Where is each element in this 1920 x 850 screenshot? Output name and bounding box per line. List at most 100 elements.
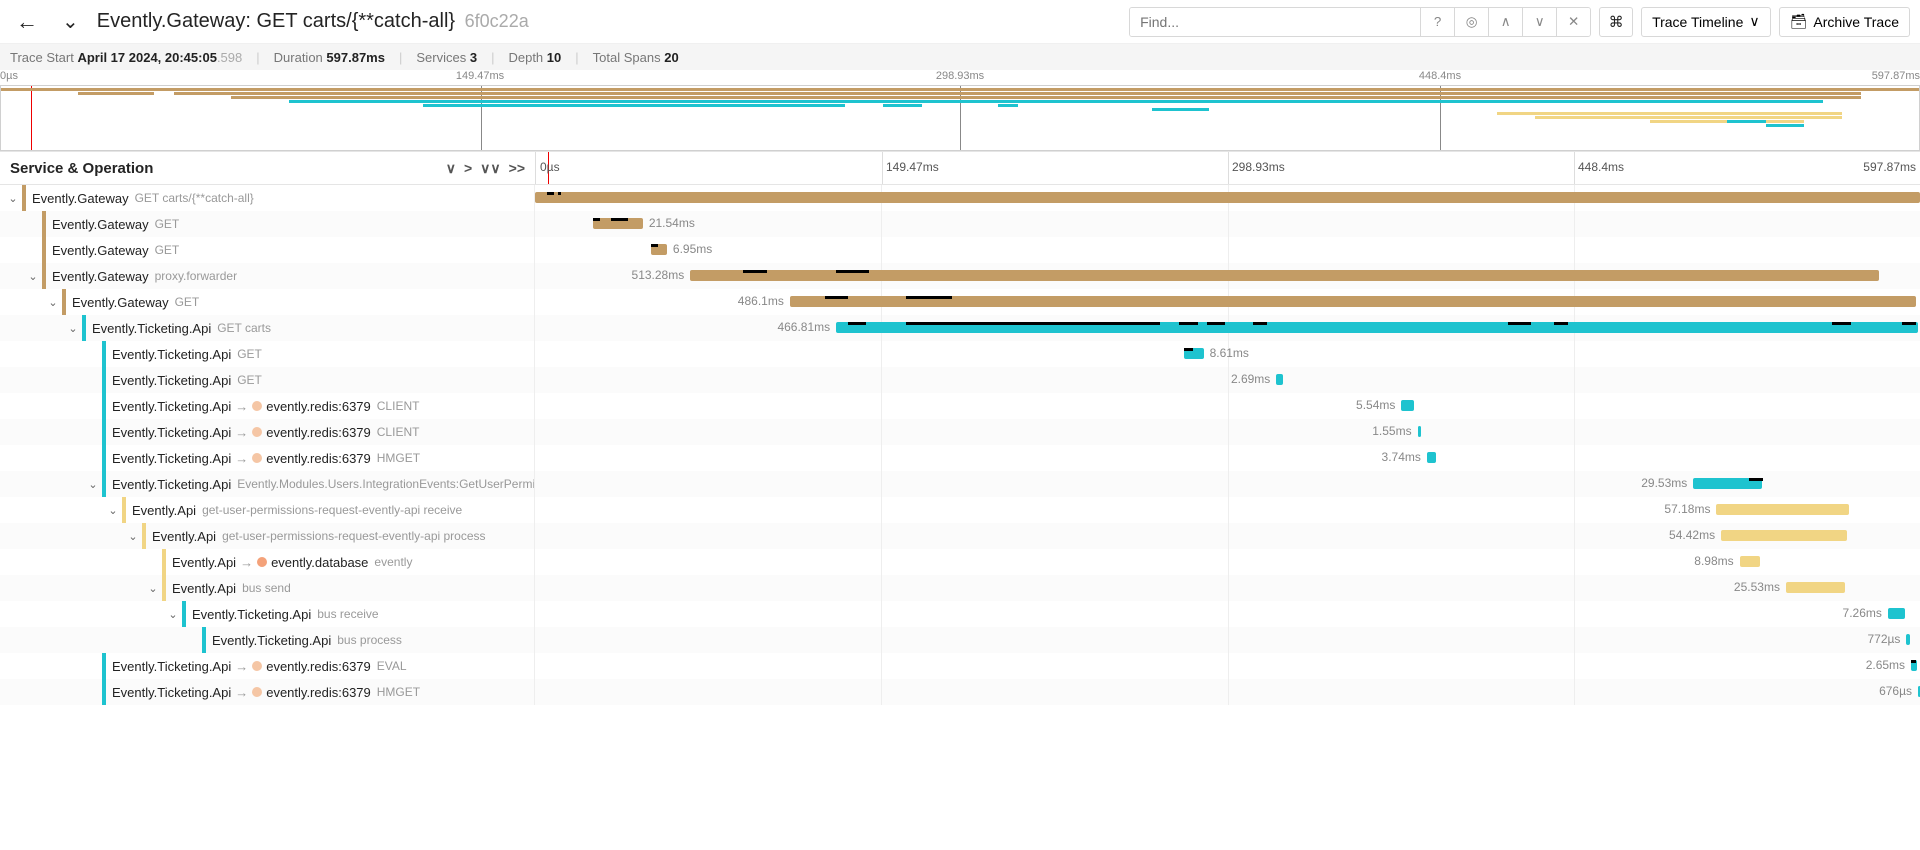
service-color-tick: [102, 679, 106, 705]
span-row[interactable]: Evently.GatewayGET21.54ms: [0, 211, 1920, 237]
service-color-tick: [102, 419, 106, 445]
row-gridline: [1574, 523, 1575, 549]
span-bar[interactable]: [1786, 582, 1845, 593]
duration-label: 8.98ms: [1694, 554, 1733, 568]
expand-toggle[interactable]: ⌄: [164, 608, 182, 621]
peer-name: evently.redis:6379: [266, 659, 371, 674]
span-bar[interactable]: [1721, 530, 1847, 541]
span-bar[interactable]: [535, 192, 1920, 203]
span-row[interactable]: Evently.Ticketing.Api→evently.redis:6379…: [0, 393, 1920, 419]
span-bar[interactable]: [1276, 374, 1282, 385]
row-gridline: [1228, 679, 1229, 705]
span-bar[interactable]: [1716, 504, 1848, 515]
expand-toggle[interactable]: ⌄: [144, 582, 162, 595]
span-bar[interactable]: [1888, 608, 1905, 619]
span-bar[interactable]: [1418, 426, 1422, 437]
span-row[interactable]: Evently.Api→evently.databaseevently8.98m…: [0, 549, 1920, 575]
collapse-all-button[interactable]: ∨∨: [480, 160, 501, 177]
span-log-tick: [1911, 660, 1916, 663]
span-row[interactable]: Evently.Ticketing.Api→evently.redis:6379…: [0, 419, 1920, 445]
operation-name: proxy.forwarder: [155, 269, 237, 283]
span-row[interactable]: ⌄Evently.Apibus send25.53ms: [0, 575, 1920, 601]
span-bar[interactable]: [1401, 400, 1414, 411]
collapse-trace-button[interactable]: ⌄: [58, 9, 83, 34]
span-row[interactable]: ⌄ Evently.Gateway proxy.forwarder 513.28ms: [0, 263, 1920, 289]
find-prev-button[interactable]: ∧: [1488, 8, 1522, 36]
peer-arrow-icon: →: [235, 451, 248, 466]
service-color-tick: [162, 575, 166, 601]
service-name: Evently.Ticketing.Api: [112, 399, 231, 414]
back-button[interactable]: ←: [10, 5, 44, 39]
find-box: ? ◎ ∧ ∨ ✕: [1129, 7, 1591, 37]
operation-name: get-user-permissions-request-evently-api…: [202, 503, 462, 517]
row-gridline: [1574, 601, 1575, 627]
keyboard-shortcuts-button[interactable]: ⌘: [1599, 7, 1633, 37]
duration-label: 676µs: [1879, 684, 1912, 698]
minimap-tick: 597.87ms: [1872, 70, 1920, 82]
span-bar[interactable]: [1427, 452, 1436, 463]
span-row[interactable]: Evently.Ticketing.Api→evently.redis:6379…: [0, 653, 1920, 679]
row-gridline: [881, 471, 882, 497]
span-row[interactable]: ⌄Evently.Ticketing.Apibus receive7.26ms: [0, 601, 1920, 627]
expand-all-button[interactable]: ˃˃: [509, 160, 525, 177]
span-row[interactable]: Evently.Ticketing.ApiGET8.61ms: [0, 341, 1920, 367]
view-selector[interactable]: Trace Timeline ∨: [1641, 7, 1771, 37]
span-row[interactable]: Evently.Ticketing.ApiGET2.69ms: [0, 367, 1920, 393]
expand-toggle[interactable]: ⌄: [44, 296, 62, 309]
service-name: Evently.Ticketing.Api: [112, 659, 231, 674]
service-name: Evently.Gateway: [32, 191, 129, 206]
minimap[interactable]: [0, 85, 1920, 151]
minimap-bar: [1785, 124, 1804, 127]
span-row[interactable]: ⌄Evently.Apiget-user-permissions-request…: [0, 497, 1920, 523]
stats-bar: Trace Start April 17 2024, 20:45:05.598 …: [0, 44, 1920, 70]
span-row[interactable]: ⌄Evently.Ticketing.ApiEvently.Modules.Us…: [0, 471, 1920, 497]
span-bar[interactable]: [790, 296, 1916, 307]
find-input[interactable]: [1130, 8, 1420, 36]
find-help-button[interactable]: ?: [1420, 8, 1454, 36]
row-gridline: [1574, 445, 1575, 471]
minimap-bar: [1, 88, 1919, 91]
row-gridline: [1574, 237, 1575, 263]
row-gridline: [1574, 367, 1575, 393]
expand-toggle[interactable]: ⌄: [24, 270, 42, 283]
span-row[interactable]: Evently.Ticketing.Api→evently.redis:6379…: [0, 445, 1920, 471]
span-bar[interactable]: [1906, 634, 1909, 645]
span-row[interactable]: ⌄Evently.GatewayGET486.1ms: [0, 289, 1920, 315]
expand-toggle[interactable]: ⌄: [84, 478, 102, 491]
span-row-timeline: 2.65ms: [535, 653, 1920, 679]
span-row[interactable]: Evently.Ticketing.Apibus process772µs: [0, 627, 1920, 653]
archive-trace-button[interactable]: 🗃 Archive Trace: [1779, 7, 1910, 37]
find-locate-button[interactable]: ◎: [1454, 8, 1488, 36]
span-row[interactable]: ⌄Evently.Apiget-user-permissions-request…: [0, 523, 1920, 549]
find-close-button[interactable]: ✕: [1556, 8, 1590, 36]
span-row[interactable]: Evently.Ticketing.Api→evently.redis:6379…: [0, 679, 1920, 705]
row-gridline: [1574, 211, 1575, 237]
expand-toggle[interactable]: ⌄: [4, 192, 22, 205]
duration-label: 513.28ms: [632, 268, 685, 282]
span-row-left: Evently.Ticketing.Api→evently.redis:6379…: [0, 445, 535, 471]
row-gridline: [1228, 471, 1229, 497]
minimap-bar: [1727, 120, 1765, 123]
span-row-left: ⌄Evently.Apiget-user-permissions-request…: [0, 497, 535, 523]
span-row[interactable]: ⌄Evently.GatewayGET carts/{**catch-all}: [0, 185, 1920, 211]
service-name: Evently.Gateway: [52, 269, 149, 284]
row-gridline: [1574, 627, 1575, 653]
operation-name: bus process: [337, 633, 402, 647]
span-row[interactable]: Evently.GatewayGET6.95ms: [0, 237, 1920, 263]
expand-one-button[interactable]: ˃: [464, 160, 472, 177]
span-log-tick: [848, 322, 867, 325]
peer-dot-icon: [252, 427, 262, 437]
row-gridline: [1228, 237, 1229, 263]
find-next-button[interactable]: ∨: [1522, 8, 1556, 36]
span-row-left: ⌄Evently.Apiget-user-permissions-request…: [0, 523, 535, 549]
span-bar[interactable]: [1740, 556, 1761, 567]
operation-name: HMGET: [377, 451, 420, 465]
expand-toggle[interactable]: ⌄: [124, 530, 142, 543]
collapse-one-button[interactable]: ∨: [446, 160, 456, 177]
span-row[interactable]: ⌄Evently.Ticketing.ApiGET carts466.81ms: [0, 315, 1920, 341]
expand-toggle[interactable]: ⌄: [64, 322, 82, 335]
span-row-left: Evently.Ticketing.Apibus process: [0, 627, 535, 653]
expand-toggle[interactable]: ⌄: [104, 504, 122, 517]
service-color-tick: [22, 185, 26, 211]
operation-name: Evently.Modules.Users.IntegrationEvents:…: [237, 477, 535, 491]
